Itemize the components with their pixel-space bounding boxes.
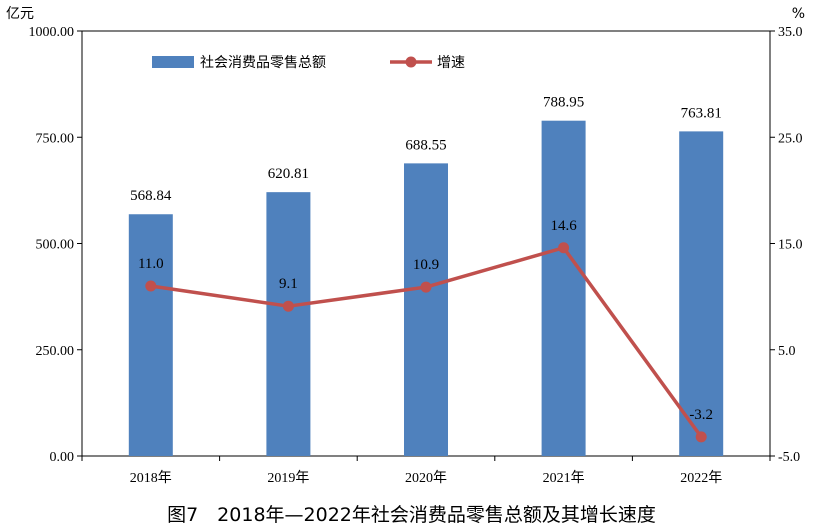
right-axis-tick-label: 15.0 <box>778 238 803 253</box>
x-axis-tick-label: 2021年 <box>543 470 585 486</box>
bar-2021年 <box>541 120 586 456</box>
bar-value-label: 788.95 <box>543 95 584 111</box>
left-axis-tick-label: 750.00 <box>36 131 75 146</box>
bar-2022年 <box>679 131 724 457</box>
bar-value-label: 688.55 <box>405 137 446 153</box>
x-axis-tick-label: 2022年 <box>680 470 722 486</box>
legend-line-marker <box>405 56 417 68</box>
left-axis-tick-label: 250.00 <box>36 344 75 359</box>
growth-value-label: 11.0 <box>138 256 164 272</box>
growth-point <box>695 431 707 443</box>
legend-line-label: 增速 <box>437 55 465 71</box>
growth-point <box>558 242 570 254</box>
growth-value-label: -3.2 <box>689 407 713 423</box>
x-axis-tick-label: 2018年 <box>130 470 172 486</box>
x-axis-tick-label: 2020年 <box>405 470 447 486</box>
right-axis-unit: % <box>792 6 805 22</box>
legend-bar-label: 社会消费品零售总额 <box>200 55 326 71</box>
bar-2019年 <box>266 192 311 456</box>
right-axis-tick-label: 35.0 <box>778 25 803 40</box>
left-axis-tick-label: 1000.00 <box>29 25 75 40</box>
chart: 0.00 250.00 500.00 750.00 1000.00 -5.0 5.0 15.0… <box>6 6 805 486</box>
growth-point <box>282 300 294 312</box>
growth-value-label: 14.6 <box>550 218 577 234</box>
bar-2018年 <box>128 214 173 456</box>
left-axis-tick-label: 0.00 <box>50 450 75 465</box>
right-axis-tick-label: 25.0 <box>778 131 803 146</box>
growth-value-label: 10.9 <box>413 257 439 273</box>
growth-value-label: 9.1 <box>279 276 298 292</box>
left-axis-tick-label: 500.00 <box>36 238 75 253</box>
bar-value-label: 620.81 <box>268 166 309 182</box>
growth-point <box>145 280 157 292</box>
bar-value-label: 568.84 <box>130 188 172 204</box>
left-axis-unit: 亿元 <box>6 6 34 22</box>
bar-2020年 <box>404 163 448 456</box>
chart-caption: 图7 2018年—2022年社会消费品零售总额及其增长速度 <box>167 504 656 526</box>
right-axis-tick-label: 5.0 <box>778 344 796 359</box>
growth-point <box>420 281 432 293</box>
x-axis-tick-label: 2019年 <box>267 470 309 486</box>
bar-value-label: 763.81 <box>681 105 722 121</box>
legend-bar-swatch <box>152 56 194 68</box>
right-axis-tick-label: -5.0 <box>778 450 800 465</box>
